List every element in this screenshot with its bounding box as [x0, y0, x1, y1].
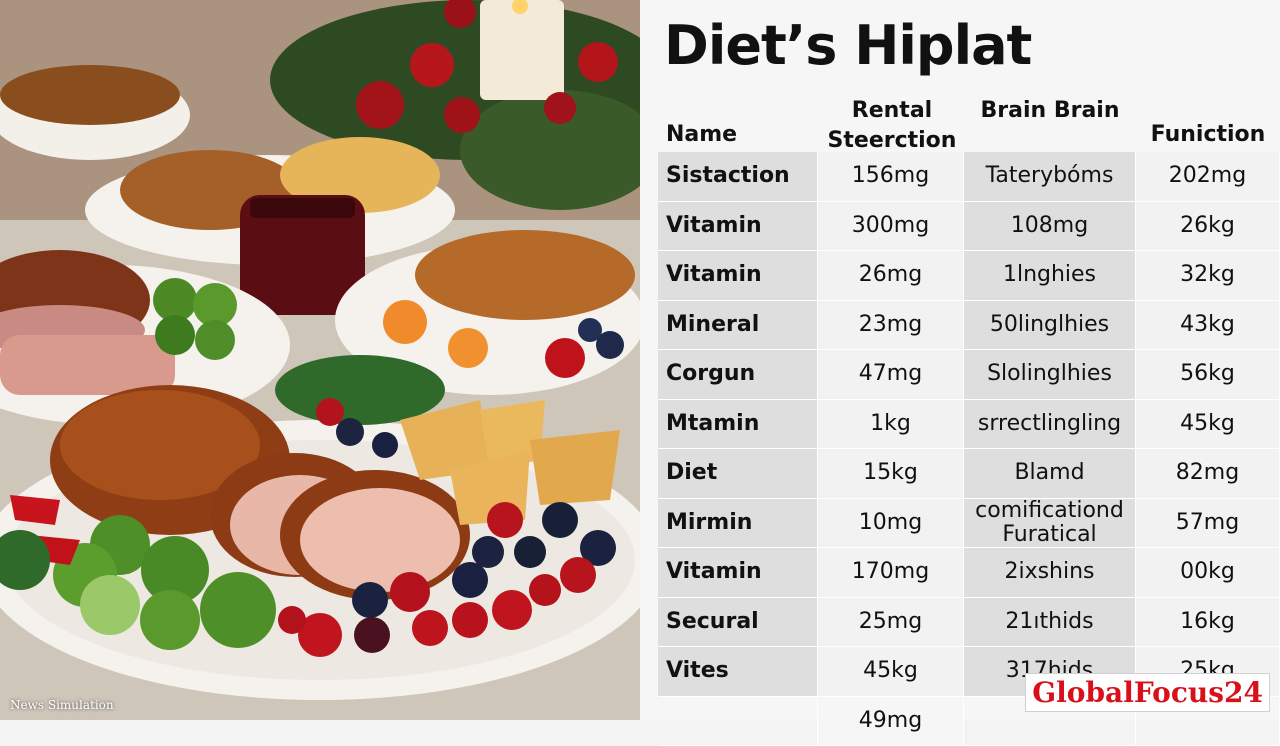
table-row: Mtamin 1kg srrectlingling 45kg	[658, 400, 1280, 450]
cell-funiction: 26kg	[1136, 202, 1280, 251]
cell-funiction: 43kg	[1136, 301, 1280, 350]
food-photo: News Simulation	[0, 0, 640, 720]
cell-funiction: 57mg	[1136, 499, 1280, 548]
row-name: Corgun	[658, 350, 818, 399]
row-name: Vitamin	[658, 202, 818, 251]
row-name: Mirmin	[658, 499, 818, 548]
row-name: Vitamin	[658, 548, 818, 597]
cell-rental-steerction: 23mg	[818, 301, 964, 350]
photo-caption: News Simulation	[10, 698, 114, 712]
table-row: Diet 15kg Blamd 82mg	[658, 449, 1280, 499]
holiday-dinner-illustration	[0, 0, 640, 720]
cell-rental-steerction: 10mg	[818, 499, 964, 548]
cell-brain: comificationd Furatical	[964, 499, 1136, 548]
nutrition-table: Sistaction 156mg Taterybóms 202mg Vitami…	[658, 152, 1280, 746]
cell-brain: 21ıthids	[964, 598, 1136, 647]
cell-rental-steerction: 156mg	[818, 152, 964, 201]
cell-brain: Slolinglhies	[964, 350, 1136, 399]
row-name: Sistaction	[658, 152, 818, 201]
row-name: Secural	[658, 598, 818, 647]
column-header-brain: Brain Brain	[964, 96, 1136, 126]
table-row: Secural 25mg 21ıthids 16kg	[658, 598, 1280, 648]
cell-rental-steerction: 26mg	[818, 251, 964, 300]
cell-rental-steerction: 170mg	[818, 548, 964, 597]
row-name	[658, 697, 818, 746]
cell-funiction: 202mg	[1136, 152, 1280, 201]
row-name: Diet	[658, 449, 818, 498]
page-title: Diet’s Hiplat	[664, 14, 1031, 77]
cell-brain: 1lnghies	[964, 251, 1136, 300]
table-row: Vitamin 170mg 2ixshins 00kg	[658, 548, 1280, 598]
cell-funiction: 32kg	[1136, 251, 1280, 300]
cell-brain: 2ixshins	[964, 548, 1136, 597]
table-row: Sistaction 156mg Taterybóms 202mg	[658, 152, 1280, 202]
cell-rental-steerction: 49mg	[818, 697, 964, 746]
table-row: Corgun 47mg Slolinglhies 56kg	[658, 350, 1280, 400]
nutrition-panel: Diet’s Hiplat Name Rental Steerction Bra…	[640, 0, 1280, 720]
cell-funiction: 45kg	[1136, 400, 1280, 449]
table-row: Vitamin 300mg 108mg 26kg	[658, 202, 1280, 252]
row-name: Vites	[658, 647, 818, 696]
cell-rental-steerction: 45kg	[818, 647, 964, 696]
table-row: Vitamin 26mg 1lnghies 32kg	[658, 251, 1280, 301]
cell-brain: Blamd	[964, 449, 1136, 498]
cell-funiction: 82mg	[1136, 449, 1280, 498]
row-name: Mtamin	[658, 400, 818, 449]
cell-brain: srrectlingling	[964, 400, 1136, 449]
cell-rental-steerction: 15kg	[818, 449, 964, 498]
cell-funiction: 56kg	[1136, 350, 1280, 399]
table-row: Mineral 23mg 50linglhies 43kg	[658, 301, 1280, 351]
row-name: Mineral	[658, 301, 818, 350]
row-name: Vitamin	[658, 251, 818, 300]
cell-brain: 50linglhies	[964, 301, 1136, 350]
column-header-name: Name	[666, 120, 737, 150]
column-header-rental-steerction: Rental Steerction	[818, 96, 966, 156]
brand-watermark: GlobalFocus24	[1025, 673, 1270, 712]
cell-funiction: 16kg	[1136, 598, 1280, 647]
column-header-funiction: Funiction	[1136, 120, 1280, 150]
table-row: Mirmin 10mg comificationd Furatical 57mg	[658, 499, 1280, 549]
cell-brain: 108mg	[964, 202, 1136, 251]
cell-brain: Taterybóms	[964, 152, 1136, 201]
cell-funiction: 00kg	[1136, 548, 1280, 597]
cell-rental-steerction: 1kg	[818, 400, 964, 449]
cell-rental-steerction: 47mg	[818, 350, 964, 399]
cell-rental-steerction: 25mg	[818, 598, 964, 647]
cell-rental-steerction: 300mg	[818, 202, 964, 251]
